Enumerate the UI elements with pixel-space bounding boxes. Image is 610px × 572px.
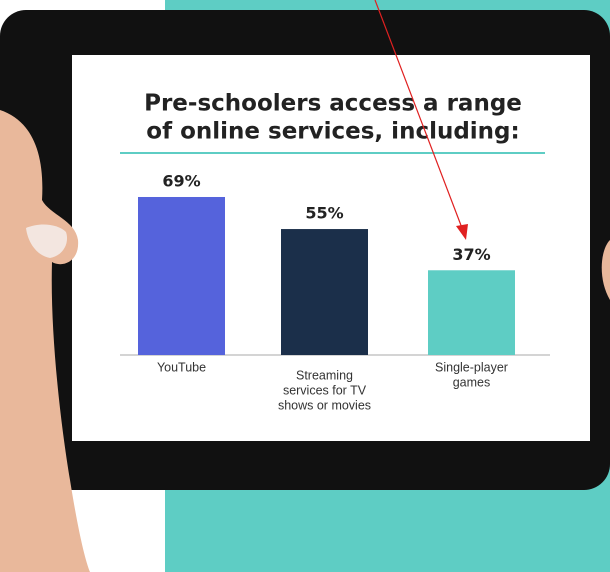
arrow-head <box>456 224 468 240</box>
value-label: 37% <box>452 245 490 264</box>
chart-title: Pre-schoolers access a range <box>144 91 522 117</box>
x-tick-label: Streaming <box>296 368 353 382</box>
chart-title: of online services, including: <box>146 119 519 145</box>
x-tick-label: Single-player <box>435 360 508 374</box>
x-tick-label: games <box>453 375 491 389</box>
arrow-line <box>374 0 463 229</box>
value-label: 69% <box>162 171 200 190</box>
right-hand <box>601 240 610 300</box>
bar <box>138 196 225 355</box>
thumbnail <box>26 224 68 258</box>
bar <box>428 270 515 355</box>
x-tick-label: shows or movies <box>278 398 371 412</box>
bar <box>281 229 368 355</box>
left-hand <box>0 110 90 572</box>
value-label: 55% <box>305 204 343 223</box>
x-tick-label: services for TV <box>283 383 367 397</box>
x-tick-label: YouTube <box>157 360 206 374</box>
